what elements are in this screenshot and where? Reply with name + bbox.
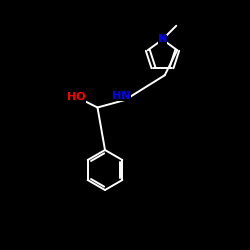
Text: N: N: [158, 34, 167, 44]
Text: HO: HO: [67, 92, 86, 102]
Text: HN: HN: [112, 91, 130, 101]
